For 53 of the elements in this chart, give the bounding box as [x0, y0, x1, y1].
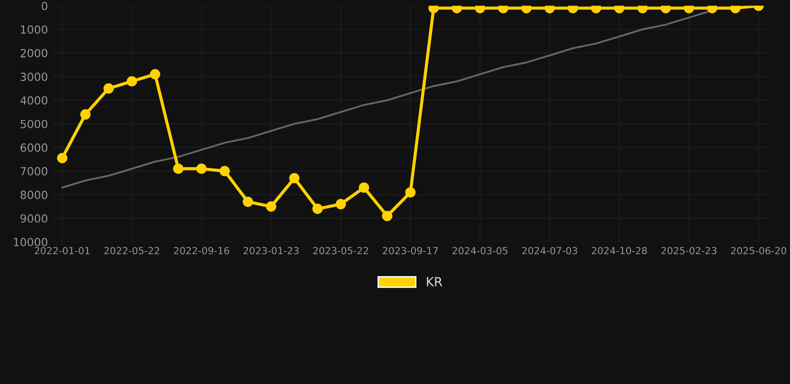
point — [614, 6, 625, 14]
point — [474, 6, 486, 14]
point — [730, 6, 741, 14]
y-tick-label: 0 — [42, 2, 48, 10]
point — [196, 164, 207, 174]
legend-label: KR — [426, 277, 442, 286]
point — [428, 6, 439, 14]
x-tick-label: 2022-09-16 — [174, 246, 230, 254]
point — [103, 83, 114, 94]
y-tick-label: 5000 — [20, 120, 48, 128]
point — [126, 76, 138, 87]
x-tick-label: 2023-09-17 — [382, 246, 438, 254]
point — [242, 196, 254, 207]
y-tick-label: 6000 — [20, 143, 48, 152]
point — [568, 6, 578, 14]
point — [80, 109, 91, 120]
point — [544, 6, 555, 14]
y-tick-label: 4000 — [20, 96, 48, 105]
point — [173, 164, 184, 174]
point — [684, 6, 694, 14]
x-tick-label: 2024-10-28 — [592, 246, 647, 254]
point — [382, 210, 392, 222]
y-tick-label: 1000 — [21, 25, 48, 34]
y-tick-label: 8000 — [20, 190, 48, 200]
point — [660, 6, 671, 14]
point — [590, 6, 602, 14]
point — [452, 6, 462, 14]
y-tick-label: 9000 — [20, 214, 48, 223]
x-tick-label: 2024-07-03 — [522, 246, 578, 254]
point — [219, 166, 230, 176]
point — [637, 6, 648, 14]
point — [521, 6, 532, 14]
point — [266, 201, 276, 212]
point — [289, 172, 300, 184]
point — [312, 204, 323, 214]
point — [358, 182, 370, 193]
point — [405, 187, 416, 198]
x-tick-label: 2024-03-05 — [452, 246, 508, 254]
x-tick-label: 2023-01-23 — [244, 246, 299, 254]
point — [498, 6, 508, 14]
y-tick-label: 2000 — [20, 48, 48, 58]
point — [57, 152, 68, 164]
point — [150, 69, 160, 80]
point — [706, 6, 718, 14]
x-tick-label: 2025-06-20 — [731, 246, 786, 254]
y-tick-label: 10000 — [14, 238, 48, 246]
point — [336, 198, 346, 210]
y-tick-label: 7000 — [20, 167, 48, 176]
x-tick-label: 2022-05-22 — [104, 246, 160, 254]
x-tick-label: 2025-02-23 — [661, 246, 716, 254]
x-tick-label: 2023-05-22 — [313, 246, 368, 254]
x-tick-label: 2022-01-01 — [34, 246, 90, 254]
y-tick-label: 3000 — [20, 72, 48, 81]
